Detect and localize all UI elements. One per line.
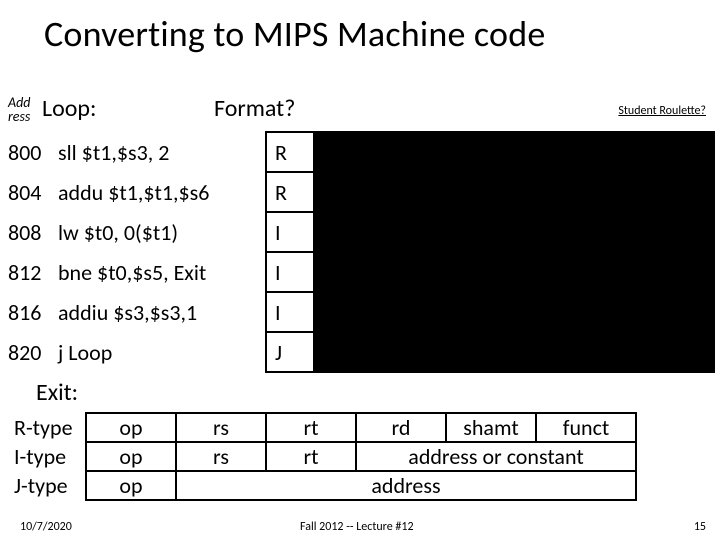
format-reference-table: R-type op rs rt rd shamt funct I-type op… (14, 412, 637, 501)
machine-code-cell (376, 172, 438, 212)
machine-code-cell (314, 292, 376, 332)
address-label: Add ress (8, 96, 31, 124)
format-cell: R (266, 172, 314, 212)
field-shamt: shamt (446, 413, 536, 442)
instr-cell: bne $t0,$s5, Exit (54, 252, 266, 292)
machine-code-cell (652, 292, 714, 332)
addr-cell: 820 (6, 332, 54, 372)
machine-code-cell (376, 212, 438, 252)
machine-code-cell (376, 252, 438, 292)
field-rs: rs (176, 413, 266, 442)
instr-cell: j Loop (54, 332, 266, 372)
format-cell: R (266, 132, 314, 172)
machine-code-cell (562, 212, 652, 252)
machine-code-cell (376, 132, 438, 172)
field-op: op (86, 413, 176, 442)
footer-lecture: Fall 2012 -- Lecture #12 (300, 520, 414, 534)
field-jaddr: address (176, 471, 636, 500)
field-funct: funct (536, 413, 636, 442)
machine-code-cell (438, 132, 500, 172)
table-row: 804 addu $t1,$t1,$s6 R (6, 172, 714, 212)
instr-cell: addiu $s3,$s3,1 (54, 292, 266, 332)
instr-cell: sll $t1,$s3, 2 (54, 132, 266, 172)
machine-code-cell (652, 252, 714, 292)
machine-code-cell (314, 172, 376, 212)
machine-code-cell (438, 172, 500, 212)
page-title: Converting to MIPS Machine code (0, 0, 720, 56)
machine-code-cell (376, 292, 438, 332)
machine-code-cell (500, 332, 562, 372)
student-roulette-link[interactable]: Student Roulette? (618, 104, 706, 118)
machine-code-cell (314, 212, 376, 252)
machine-code-cell (562, 332, 652, 372)
machine-code-cell (438, 332, 500, 372)
table-row: 812 bne $t0,$s5, Exit I (6, 252, 714, 292)
address-label-bot: ress (8, 108, 30, 125)
loop-label: Loop: (42, 94, 96, 123)
table-row: 800 sll $t1,$s3, 2 R (6, 132, 714, 172)
machine-code-cell (500, 172, 562, 212)
jtype-label: J-type (14, 471, 86, 500)
machine-code-cell (562, 252, 652, 292)
machine-code-cell (500, 212, 562, 252)
machine-code-cell (376, 332, 438, 372)
instr-cell: addu $t1,$t1,$s6 (54, 172, 266, 212)
table-row: J-type op address (14, 471, 636, 500)
machine-code-cell (652, 132, 714, 172)
field-rt: rt (266, 442, 356, 471)
field-rt: rt (266, 413, 356, 442)
field-imm: address or constant (356, 442, 636, 471)
machine-code-cell (438, 252, 500, 292)
machine-code-cell (314, 132, 376, 172)
format-cell: I (266, 252, 314, 292)
exit-label: Exit: (36, 378, 78, 407)
field-op: op (86, 442, 176, 471)
machine-code-cell (652, 172, 714, 212)
footer-date: 10/7/2020 (20, 520, 72, 534)
machine-code-cell (438, 292, 500, 332)
field-op: op (86, 471, 176, 500)
machine-code-cell (314, 252, 376, 292)
addr-cell: 808 (6, 212, 54, 252)
format-cell: I (266, 212, 314, 252)
addr-cell: 804 (6, 172, 54, 212)
format-cell: J (266, 332, 314, 372)
field-rd: rd (356, 413, 446, 442)
field-rs: rs (176, 442, 266, 471)
table-row: 820 j Loop J (6, 332, 714, 372)
footer-page-number: 15 (694, 520, 706, 534)
machine-code-cell (314, 332, 376, 372)
table-row: I-type op rs rt address or constant (14, 442, 636, 471)
machine-code-cell (500, 132, 562, 172)
rtype-label: R-type (14, 413, 86, 442)
table-row: R-type op rs rt rd shamt funct (14, 413, 636, 442)
addr-cell: 816 (6, 292, 54, 332)
addr-cell: 800 (6, 132, 54, 172)
table-row: 808 lw $t0, 0($t1) I (6, 212, 714, 252)
machine-code-cell (500, 292, 562, 332)
machine-code-cell (438, 212, 500, 252)
machine-code-cell (562, 292, 652, 332)
machine-code-cell (652, 332, 714, 372)
machine-code-cell (652, 212, 714, 252)
machine-code-cell (562, 132, 652, 172)
instruction-table: 800 sll $t1,$s3, 2 R 804 addu $t1,$t1,$s… (6, 131, 715, 373)
instr-cell: lw $t0, 0($t1) (54, 212, 266, 252)
machine-code-cell (500, 252, 562, 292)
machine-code-cell (562, 172, 652, 212)
format-cell: I (266, 292, 314, 332)
format-label: Format? (214, 94, 295, 123)
table-row: 816 addiu $s3,$s3,1 I (6, 292, 714, 332)
itype-label: I-type (14, 442, 86, 471)
addr-cell: 812 (6, 252, 54, 292)
